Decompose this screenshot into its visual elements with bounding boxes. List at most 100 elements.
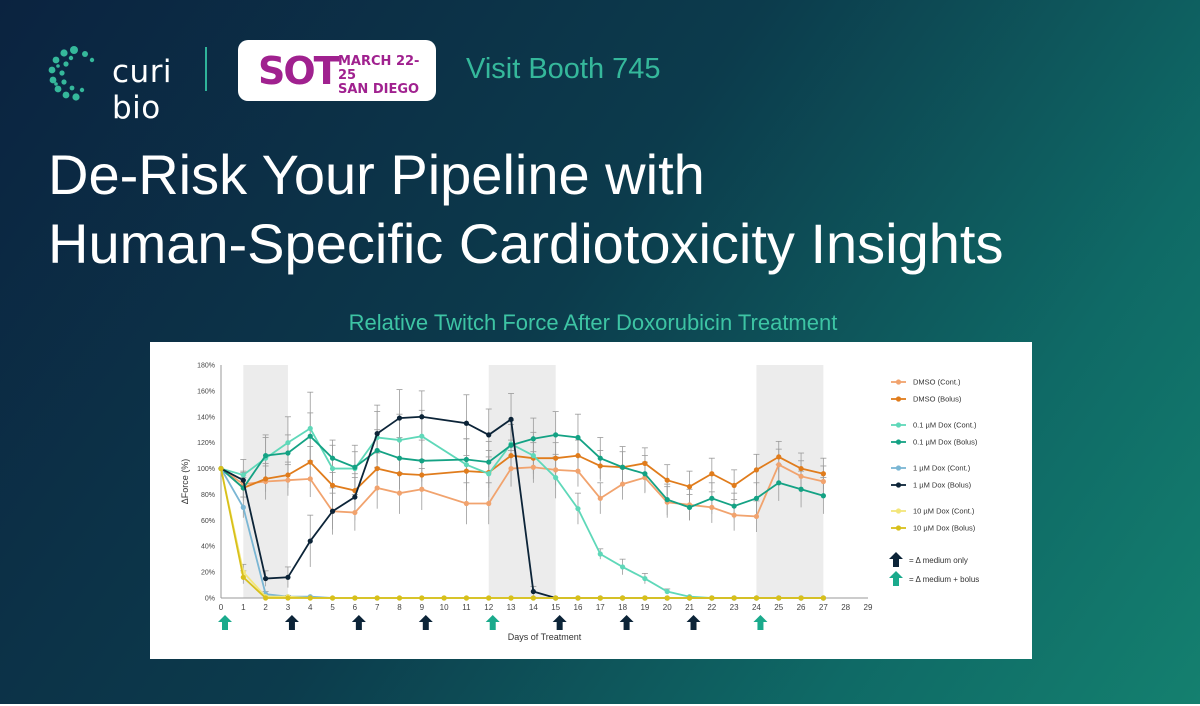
y-tick-label: 160% bbox=[197, 388, 215, 395]
data-point bbox=[709, 471, 715, 477]
data-point bbox=[486, 432, 492, 438]
data-point bbox=[419, 472, 425, 478]
x-tick-label: 15 bbox=[551, 603, 560, 612]
data-point bbox=[597, 495, 603, 501]
sot-event-badge: SOT MARCH 22-25 SAN DIEGO bbox=[238, 40, 436, 101]
sot-dates-line1: MARCH 22-25 bbox=[338, 54, 420, 83]
legend-arrow-label: = Δ medium only bbox=[909, 556, 968, 565]
x-tick-label: 8 bbox=[397, 603, 402, 612]
data-point bbox=[530, 436, 536, 442]
legend-swatch-dot bbox=[895, 482, 902, 488]
data-point bbox=[619, 464, 626, 470]
x-tick-label: 20 bbox=[663, 603, 672, 612]
data-point bbox=[396, 437, 403, 443]
legend-label: 1 µM Dox (Cont.) bbox=[913, 464, 971, 473]
data-point bbox=[352, 595, 358, 601]
data-point bbox=[307, 433, 313, 439]
y-tick-label: 60% bbox=[201, 518, 215, 525]
x-tick-label: 13 bbox=[507, 603, 516, 612]
legend-label: 10 µM Dox (Cont.) bbox=[913, 507, 975, 516]
data-point bbox=[240, 472, 246, 478]
data-point bbox=[731, 595, 737, 601]
data-point bbox=[686, 504, 693, 510]
legend-arrow-label: = Δ medium + bolus bbox=[909, 575, 979, 584]
data-point bbox=[486, 500, 492, 507]
x-tick-label: 0 bbox=[219, 603, 224, 612]
data-point bbox=[798, 595, 804, 601]
data-point bbox=[396, 455, 403, 461]
y-tick-label: 0% bbox=[205, 596, 215, 603]
data-point bbox=[820, 595, 826, 601]
medium-only-arrow-icon bbox=[351, 615, 366, 630]
data-point bbox=[820, 493, 826, 499]
data-point bbox=[619, 595, 626, 601]
x-tick-label: 3 bbox=[286, 603, 291, 612]
data-point bbox=[352, 464, 358, 470]
series-line bbox=[220, 427, 757, 599]
data-point bbox=[776, 454, 782, 460]
x-tick-label: 18 bbox=[618, 603, 627, 612]
data-point bbox=[463, 595, 470, 601]
data-point bbox=[820, 478, 826, 485]
data-point bbox=[240, 477, 246, 483]
data-point bbox=[753, 467, 760, 473]
data-point bbox=[619, 481, 626, 487]
sot-dates: MARCH 22-25 SAN DIEGO bbox=[338, 55, 436, 97]
data-point bbox=[642, 575, 648, 582]
data-point bbox=[263, 575, 269, 582]
x-tick-label: 27 bbox=[819, 603, 828, 612]
data-point bbox=[508, 465, 514, 472]
x-tick-label: 17 bbox=[596, 603, 605, 612]
legend-swatch-dot bbox=[895, 525, 902, 531]
x-tick-label: 1 bbox=[241, 603, 246, 612]
data-point bbox=[441, 595, 447, 601]
data-point bbox=[731, 482, 737, 488]
data-point bbox=[307, 476, 313, 482]
data-point bbox=[664, 588, 670, 595]
data-point bbox=[374, 431, 380, 437]
y-tick-label: 20% bbox=[201, 570, 215, 577]
data-point bbox=[731, 503, 737, 509]
data-point bbox=[374, 595, 380, 601]
data-point bbox=[285, 477, 291, 483]
x-tick-label: 9 bbox=[420, 603, 425, 612]
data-point bbox=[619, 564, 626, 570]
data-point bbox=[664, 477, 670, 483]
legend-label: DMSO (Bolus) bbox=[913, 395, 962, 404]
data-point bbox=[463, 420, 470, 426]
data-point bbox=[798, 486, 804, 492]
legend-swatch-dot bbox=[895, 379, 902, 385]
x-tick-label: 11 bbox=[462, 603, 471, 612]
data-point bbox=[642, 460, 648, 466]
medium-bolus-arrow-icon bbox=[753, 615, 768, 630]
data-point bbox=[486, 595, 492, 601]
medium-bolus-arrow-icon bbox=[485, 615, 500, 630]
legend-label: 0.1 µM Dox (Cont.) bbox=[913, 421, 977, 430]
data-point bbox=[753, 495, 760, 501]
logo-text: curi bio bbox=[112, 54, 173, 126]
data-point bbox=[329, 455, 336, 461]
y-axis-title: ΔForce (%) bbox=[180, 459, 190, 505]
data-point bbox=[753, 595, 760, 601]
data-point bbox=[776, 480, 782, 486]
x-axis-title: Days of Treatment bbox=[508, 632, 582, 642]
data-point bbox=[329, 465, 336, 472]
data-point bbox=[329, 508, 336, 514]
headline: De-Risk Your Pipeline with Human-Specifi… bbox=[48, 140, 1188, 278]
data-point bbox=[285, 472, 291, 478]
legend-medium-arrow-icon bbox=[889, 552, 903, 567]
data-point bbox=[396, 471, 403, 477]
sot-mark: SOT bbox=[258, 49, 340, 93]
data-point bbox=[263, 595, 269, 601]
shaded-period bbox=[488, 365, 556, 598]
y-tick-label: 100% bbox=[197, 466, 215, 473]
data-point bbox=[597, 595, 603, 601]
header-divider bbox=[205, 47, 207, 91]
chart-title: Relative Twitch Force After Doxorubicin … bbox=[348, 310, 838, 335]
data-point bbox=[776, 462, 782, 468]
data-point bbox=[530, 595, 536, 601]
data-point bbox=[664, 497, 670, 503]
data-point bbox=[686, 595, 693, 601]
data-point bbox=[597, 455, 603, 461]
shaded-period bbox=[756, 365, 824, 598]
